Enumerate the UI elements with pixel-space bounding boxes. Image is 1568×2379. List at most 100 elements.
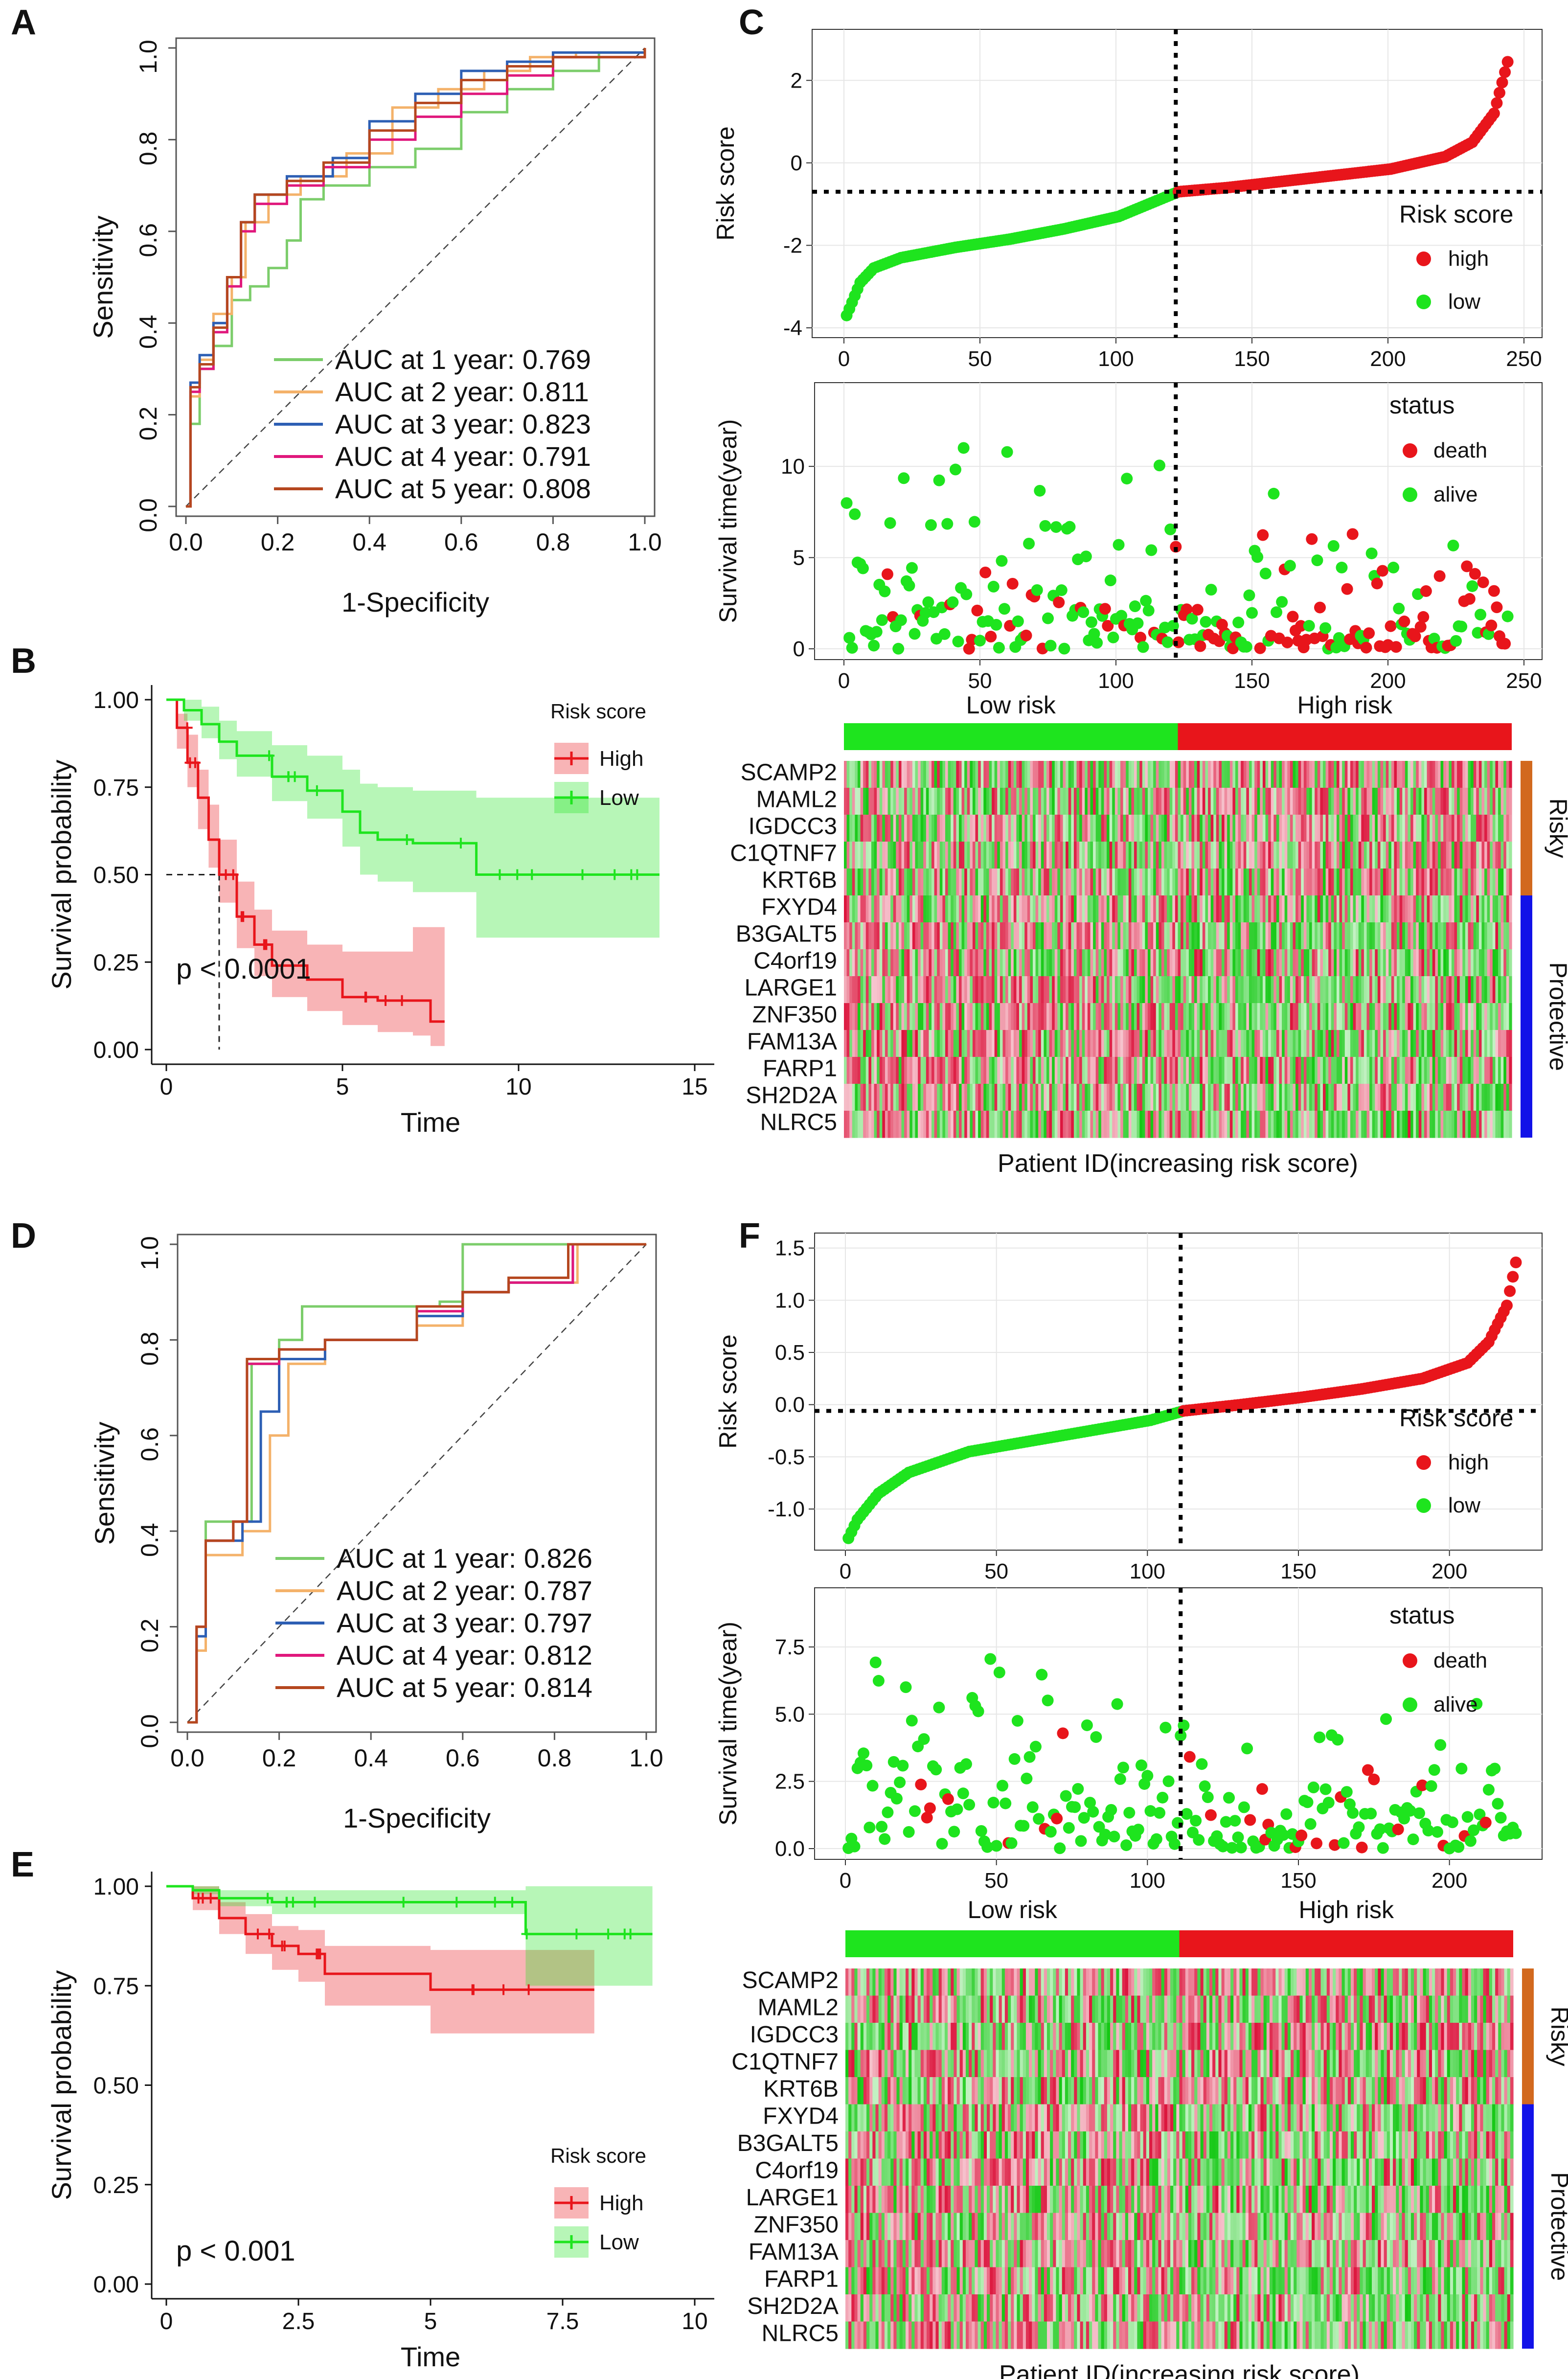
heatmap-cell [1092,1968,1095,1996]
heatmap-cell [1243,949,1247,977]
heatmap-cell [1498,842,1501,869]
heatmap-cell [1182,1968,1186,1996]
heatmap-cell [1128,869,1132,896]
heatmap-cell [1087,1057,1091,1084]
heatmap-cell [1044,869,1047,896]
heatmap-cell [975,1084,978,1111]
heatmap-cell [874,1057,877,1084]
heatmap-cell [860,1057,864,1084]
heatmap-cell [1481,842,1485,869]
heatmap-cell [1361,922,1364,950]
heatmap-cell [1473,1084,1477,1111]
heatmap-cell [898,976,902,1004]
heatmap-cell [1205,1003,1208,1030]
heatmap-cell [912,922,916,950]
heatmap-cell [1188,949,1192,977]
heatmap-cell [1339,1968,1342,1996]
heatmap-cell [1408,1030,1411,1057]
alive-point [1159,1721,1172,1734]
heatmap-cell [1339,815,1342,842]
heatmap-cell [1287,788,1291,815]
heatmap-cell [1377,842,1381,869]
heatmap-row-c1qtnf7 [844,842,1512,869]
heatmap-cell [1427,1030,1430,1057]
heatmap-cell [874,922,877,950]
heatmap-cell [1369,869,1373,896]
heatmap-cell [855,895,858,923]
heatmap-cell [1284,788,1288,815]
heatmap-cell [845,1995,849,2023]
heatmap-cell [1093,815,1096,842]
heatmap-cell [901,788,905,815]
heatmap-cell [1268,895,1272,923]
alive-point [1319,1783,1332,1795]
heatmap-cell [1443,922,1447,950]
x-tick-label: 50 [968,347,992,371]
heatmap-cell [1076,869,1080,896]
heatmap-cell [1183,1111,1186,1138]
heatmap-cell [989,895,992,923]
heatmap-cell [1432,922,1435,950]
heatmap-cell [1339,761,1342,788]
heatmap-cell [1413,1003,1416,1030]
x-tick-label: 150 [1234,669,1270,693]
heatmap-cell [1172,1057,1176,1084]
heatmap-cell [1114,1003,1118,1030]
heatmap-cell [1235,869,1239,896]
heatmap-cell [1000,869,1003,896]
heatmap-cell [1443,1111,1447,1138]
heatmap-cell [1298,922,1301,950]
heatmap-cell [934,949,937,977]
heatmap-cell [1418,1111,1422,1138]
heatmap-cell [1408,761,1411,788]
heatmap-cell [1350,1003,1354,1030]
heatmap-cell [890,895,894,923]
heatmap-cell [1194,976,1198,1004]
heatmap-cell [1227,1030,1230,1057]
alive-point [892,642,905,655]
censor-mark-high [189,757,201,768]
heatmap-cell [1271,1084,1274,1111]
heatmap-cell [1388,1111,1392,1138]
heatmap-cell [907,949,910,977]
heatmap-cell [1210,1084,1214,1111]
heatmap-cell [1430,761,1433,788]
heatmap-cell [1002,1003,1006,1030]
heatmap-cell [1002,842,1006,869]
heatmap-cell [1172,761,1176,788]
heatmap-cell [986,1084,990,1111]
heatmap-cell [1473,1057,1477,1084]
heatmap-cell [929,1003,932,1030]
heatmap-cell [1219,1057,1222,1084]
death-point [1469,568,1481,580]
heatmap-cell [1413,842,1416,869]
heatmap-cell [1427,842,1430,869]
heatmap-cell [1375,1968,1378,1996]
heatmap-cell [1443,815,1447,842]
heatmap-cell [1447,1968,1451,1996]
heatmap-cell [1449,815,1452,842]
heatmap-cell [1303,1003,1307,1030]
heatmap-cell [1164,788,1167,815]
heatmap-cell [1073,1057,1077,1084]
alive-point [1012,615,1024,627]
heatmap-cell [1076,1084,1080,1111]
roc-chart-d: 0.00.00.20.20.40.40.60.60.80.81.01.0AUC … [89,1234,663,1833]
heatmap-cell [948,815,951,842]
heatmap-cell [1303,1057,1307,1084]
heatmap-cell [1424,949,1428,977]
heatmap-cell [942,842,946,869]
heatmap-cell [986,1030,990,1057]
heatmap-cell [1005,788,1009,815]
heatmap-cell [986,761,990,788]
heatmap-cell [1208,788,1211,815]
heatmap-cell [958,1111,962,1138]
heatmap-cell [983,842,987,869]
heatmap-cell [898,1111,902,1138]
heatmap-cell [953,1057,956,1084]
heatmap-cell [958,1030,962,1057]
heatmap-cell [926,1003,930,1030]
heatmap-cell [1331,895,1334,923]
heatmap-cell [1257,815,1260,842]
heatmap-cell [1038,1084,1042,1111]
